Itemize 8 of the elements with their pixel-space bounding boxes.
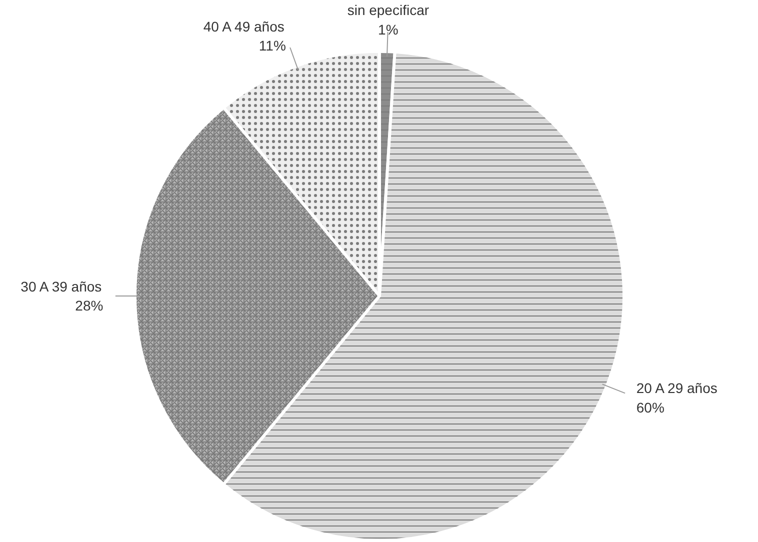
data-label: 11% <box>258 38 286 54</box>
slice-label: sin epecificar <box>347 2 430 18</box>
data-label: 1% <box>378 21 398 38</box>
slice-label: 40 A 49 años <box>203 18 284 34</box>
data-label: 60% <box>636 399 664 416</box>
slice-label: 20 A 29 años <box>636 380 718 396</box>
slice-label: 30 A 39 años <box>20 278 102 294</box>
data-label: 28% <box>75 298 104 314</box>
